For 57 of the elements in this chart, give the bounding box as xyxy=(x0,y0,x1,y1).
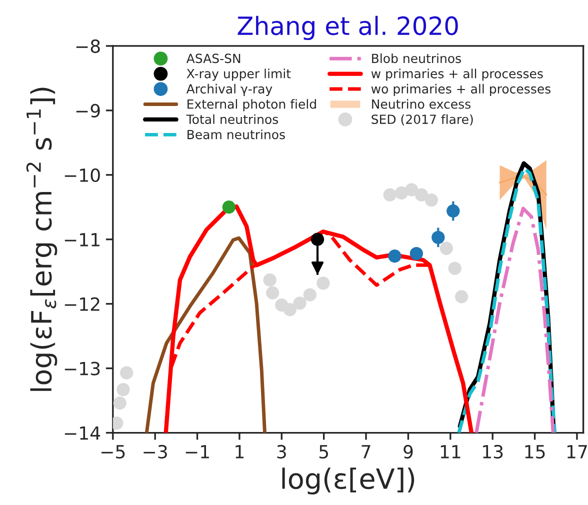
x-tick-label: 7 xyxy=(362,445,370,458)
y-tick-label: −10 xyxy=(64,168,100,182)
legend-label: Archival γ-ray xyxy=(186,84,272,96)
point xyxy=(446,204,460,218)
x-tick-label: 17 xyxy=(567,445,587,458)
point xyxy=(116,383,130,396)
y-tick-label: −12 xyxy=(64,297,100,311)
x-tick-label: −3 xyxy=(144,444,167,459)
legend-label: ASAS-SN xyxy=(186,54,240,64)
legend-label: Neutrino excess xyxy=(372,99,470,109)
legend-label: X-ray upper limit xyxy=(186,68,291,81)
x-tick-label: 9 xyxy=(404,444,413,459)
x-tick-label: 1 xyxy=(236,445,244,458)
point xyxy=(283,303,296,316)
line-series xyxy=(474,206,555,433)
point xyxy=(293,296,306,310)
point xyxy=(316,276,330,290)
point xyxy=(266,286,280,300)
y-tick-label: −11 xyxy=(64,233,100,246)
legend-label: w primaries + all processes xyxy=(371,68,543,81)
legend-label: Total neutrinos xyxy=(186,114,278,124)
legend-label: wo primaries + all processes xyxy=(371,84,550,96)
legend-label: Beam neutrinos xyxy=(188,130,285,140)
point xyxy=(454,290,468,304)
y-tick-label: −13 xyxy=(64,362,100,376)
legend-label: External photon field xyxy=(188,99,316,112)
x-tick-label: 5 xyxy=(319,445,328,459)
x-tick-label: 15 xyxy=(525,445,545,459)
legend-label: SED (2017 flare) xyxy=(372,114,473,126)
chart-title: Zhang et al. 2020 xyxy=(238,16,458,40)
point xyxy=(263,273,276,287)
point xyxy=(414,188,428,202)
point xyxy=(410,246,424,260)
y-tick-label: −8 xyxy=(76,39,100,54)
x-tick-label: 13 xyxy=(483,444,503,459)
point xyxy=(222,200,236,214)
x-axis-title: log(ε[eV]) xyxy=(282,468,414,495)
point xyxy=(440,242,453,255)
line-series xyxy=(144,236,267,433)
y-tick-label: −9 xyxy=(76,104,100,118)
point xyxy=(383,188,396,202)
x-tick-label: −1 xyxy=(186,445,209,458)
y-axis-title: log(εF$_{ε}$[erg cm$^{−2}$ s$^{−1}$]) xyxy=(26,88,58,391)
point xyxy=(303,288,317,302)
x-tick-label: 11 xyxy=(440,445,460,458)
point xyxy=(448,262,462,275)
x-tick-label: −5 xyxy=(102,445,125,459)
point xyxy=(120,366,134,380)
point xyxy=(424,193,438,207)
point xyxy=(388,250,402,263)
x-tick-label: 3 xyxy=(277,444,286,459)
y-tick-label: −14 xyxy=(64,426,100,440)
point xyxy=(113,396,126,410)
point xyxy=(432,230,445,244)
point xyxy=(310,232,324,246)
point xyxy=(405,183,418,196)
legend-label: Blob neutrinos xyxy=(372,53,461,64)
